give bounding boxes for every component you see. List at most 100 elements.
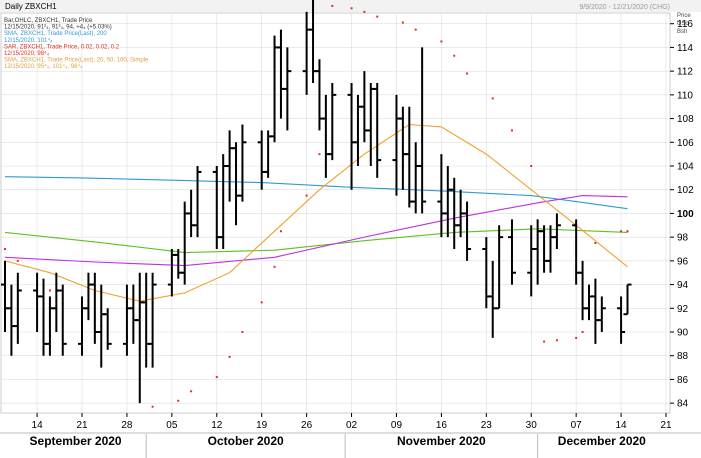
ohlc-bar (148, 272, 157, 368)
y-tick-label: 108 (677, 114, 694, 125)
month-label: November 2020 (397, 434, 486, 448)
sar-dot (581, 331, 584, 333)
chart-title: Daily ZBXCH1 (5, 2, 57, 11)
sma50-line (4, 195, 628, 267)
sar-dot (228, 355, 231, 358)
x-tick-label: 26 (301, 420, 313, 431)
y-tick-label: 116 (677, 19, 693, 30)
sar-dot (453, 54, 456, 57)
legend-line: Bar,OHLC, ZBXCH1, Trade Price (4, 18, 93, 24)
y-tick-label: 110 (677, 90, 693, 101)
legend-line: 12/15/2020, 98⁴₄ (4, 50, 50, 57)
ohlc-bar (507, 219, 516, 285)
y-tick-label: 90 (677, 328, 689, 339)
legend-line: SAR, ZBXCH1, Trade Price, 0.02, 0.02, 0.… (4, 44, 120, 50)
sar-dot (48, 289, 51, 292)
y-tick-label: 102 (677, 185, 694, 196)
x-tick-label: 30 (526, 420, 538, 431)
ohlc-bar (597, 296, 606, 332)
x-tick-label: 28 (121, 420, 133, 431)
sar-dot (543, 340, 546, 343)
ohlc-bar (623, 283, 632, 316)
sar-dot (626, 230, 629, 233)
sar-dot (555, 339, 558, 342)
legend-line: SMA, ZBXCH1, Trade Price(Last), 20, 50, … (4, 58, 149, 64)
y-tick-label: 100 (677, 209, 694, 220)
sma100-line (4, 228, 628, 254)
month-label: October 2020 (208, 434, 284, 448)
sar-dot (215, 376, 218, 379)
legend: Bar,OHLC, ZBXCH1, Trade Price12/15/2020,… (4, 18, 149, 70)
ohlc-bar (193, 166, 202, 238)
x-tick-label: 21 (660, 420, 672, 431)
sar-dot (241, 331, 244, 333)
legend-line: 12/15/2020, 95⁴₄, 101⁴₄, 98⁴₄ (4, 63, 83, 70)
x-ticks: 14 21 28 05 12 19 26 02 09 16 23 30 07 14 21 (32, 413, 672, 431)
legend-line: SMA, ZBXCH1, Trade Price(Last), 200 (4, 31, 107, 37)
axis-caption-line-1: Price (677, 13, 691, 19)
y-tick-label: 114 (677, 43, 693, 54)
sar-dot (151, 405, 154, 408)
axis-caption-line-3: Bsh (677, 29, 687, 35)
sar-dot (414, 28, 417, 31)
ohlc-bar (103, 308, 112, 350)
ohlc-bar (238, 124, 247, 202)
sar-dot (620, 230, 623, 233)
y-tick-label: 84 (677, 399, 689, 410)
sar-dot (305, 194, 308, 197)
sar-dot (376, 15, 379, 18)
axis-caption-line-2: USc (677, 21, 688, 27)
ohlc-bar (58, 284, 67, 356)
ohlc-bar (463, 201, 472, 261)
ohlc-bar (495, 225, 504, 310)
x-tick-label: 16 (436, 420, 448, 431)
x-tick-label: 02 (346, 420, 358, 431)
month-label: December 2020 (558, 434, 646, 448)
y-tick-label: 98 (677, 233, 689, 244)
y-tick-label: 92 (677, 304, 689, 315)
x-axis: 14 21 28 05 12 19 26 02 09 16 23 30 07 14 21 September… (0, 413, 701, 458)
title-bar (0, 0, 701, 12)
ohlc-bars (1, 0, 632, 404)
x-tick-label: 05 (166, 420, 178, 431)
sar-dot (350, 7, 353, 10)
sar-dot (530, 165, 533, 167)
legend-line: 12/15/2020, 91²₄, 91²₄, 94, +4₄ (+5.03%) (4, 25, 112, 31)
sar-dot (190, 390, 193, 393)
x-tick-label: 07 (571, 420, 583, 431)
sar-dot (440, 40, 443, 43)
y-tick-label: 106 (677, 138, 694, 149)
y-tick-label: 104 (677, 162, 694, 173)
x-tick-label: 14 (32, 420, 44, 431)
sar-dot (594, 242, 597, 245)
sar-dot (401, 21, 404, 24)
sar-dot (260, 301, 263, 304)
x-tick-label: 19 (256, 420, 268, 431)
sar-dot (16, 259, 19, 262)
ohlc-bar (552, 213, 561, 249)
sma20-line (4, 123, 628, 302)
ohlc-bar (418, 47, 427, 214)
ohlc-bar (283, 47, 292, 131)
ohlc-bar (13, 272, 22, 344)
ohlc-bar (328, 83, 337, 161)
ohlc-bar (617, 296, 626, 344)
legend-line: 12/15/2020, 101⁴₄ (4, 37, 53, 44)
ohlc-bar (373, 83, 382, 178)
sar-dot (4, 248, 6, 250)
month-labels: September 2020 October 2020 November 2020 D… (30, 434, 646, 458)
y-tick-label: 96 (677, 256, 689, 267)
x-tick-label: 14 (616, 420, 628, 431)
y-ticks: 84 86 88 90 92 94 96 98 100 102 104 106 108 110 112 114… (670, 19, 694, 410)
sar-dot (273, 265, 276, 268)
sar-dot (177, 399, 180, 402)
sar-dot (466, 72, 469, 75)
sar-dot (331, 4, 334, 7)
sar-dot (575, 336, 578, 339)
y-tick-label: 94 (677, 280, 689, 291)
x-tick-label: 23 (481, 420, 493, 431)
x-tick-label: 12 (211, 420, 223, 431)
y-tick-label: 86 (677, 375, 689, 386)
